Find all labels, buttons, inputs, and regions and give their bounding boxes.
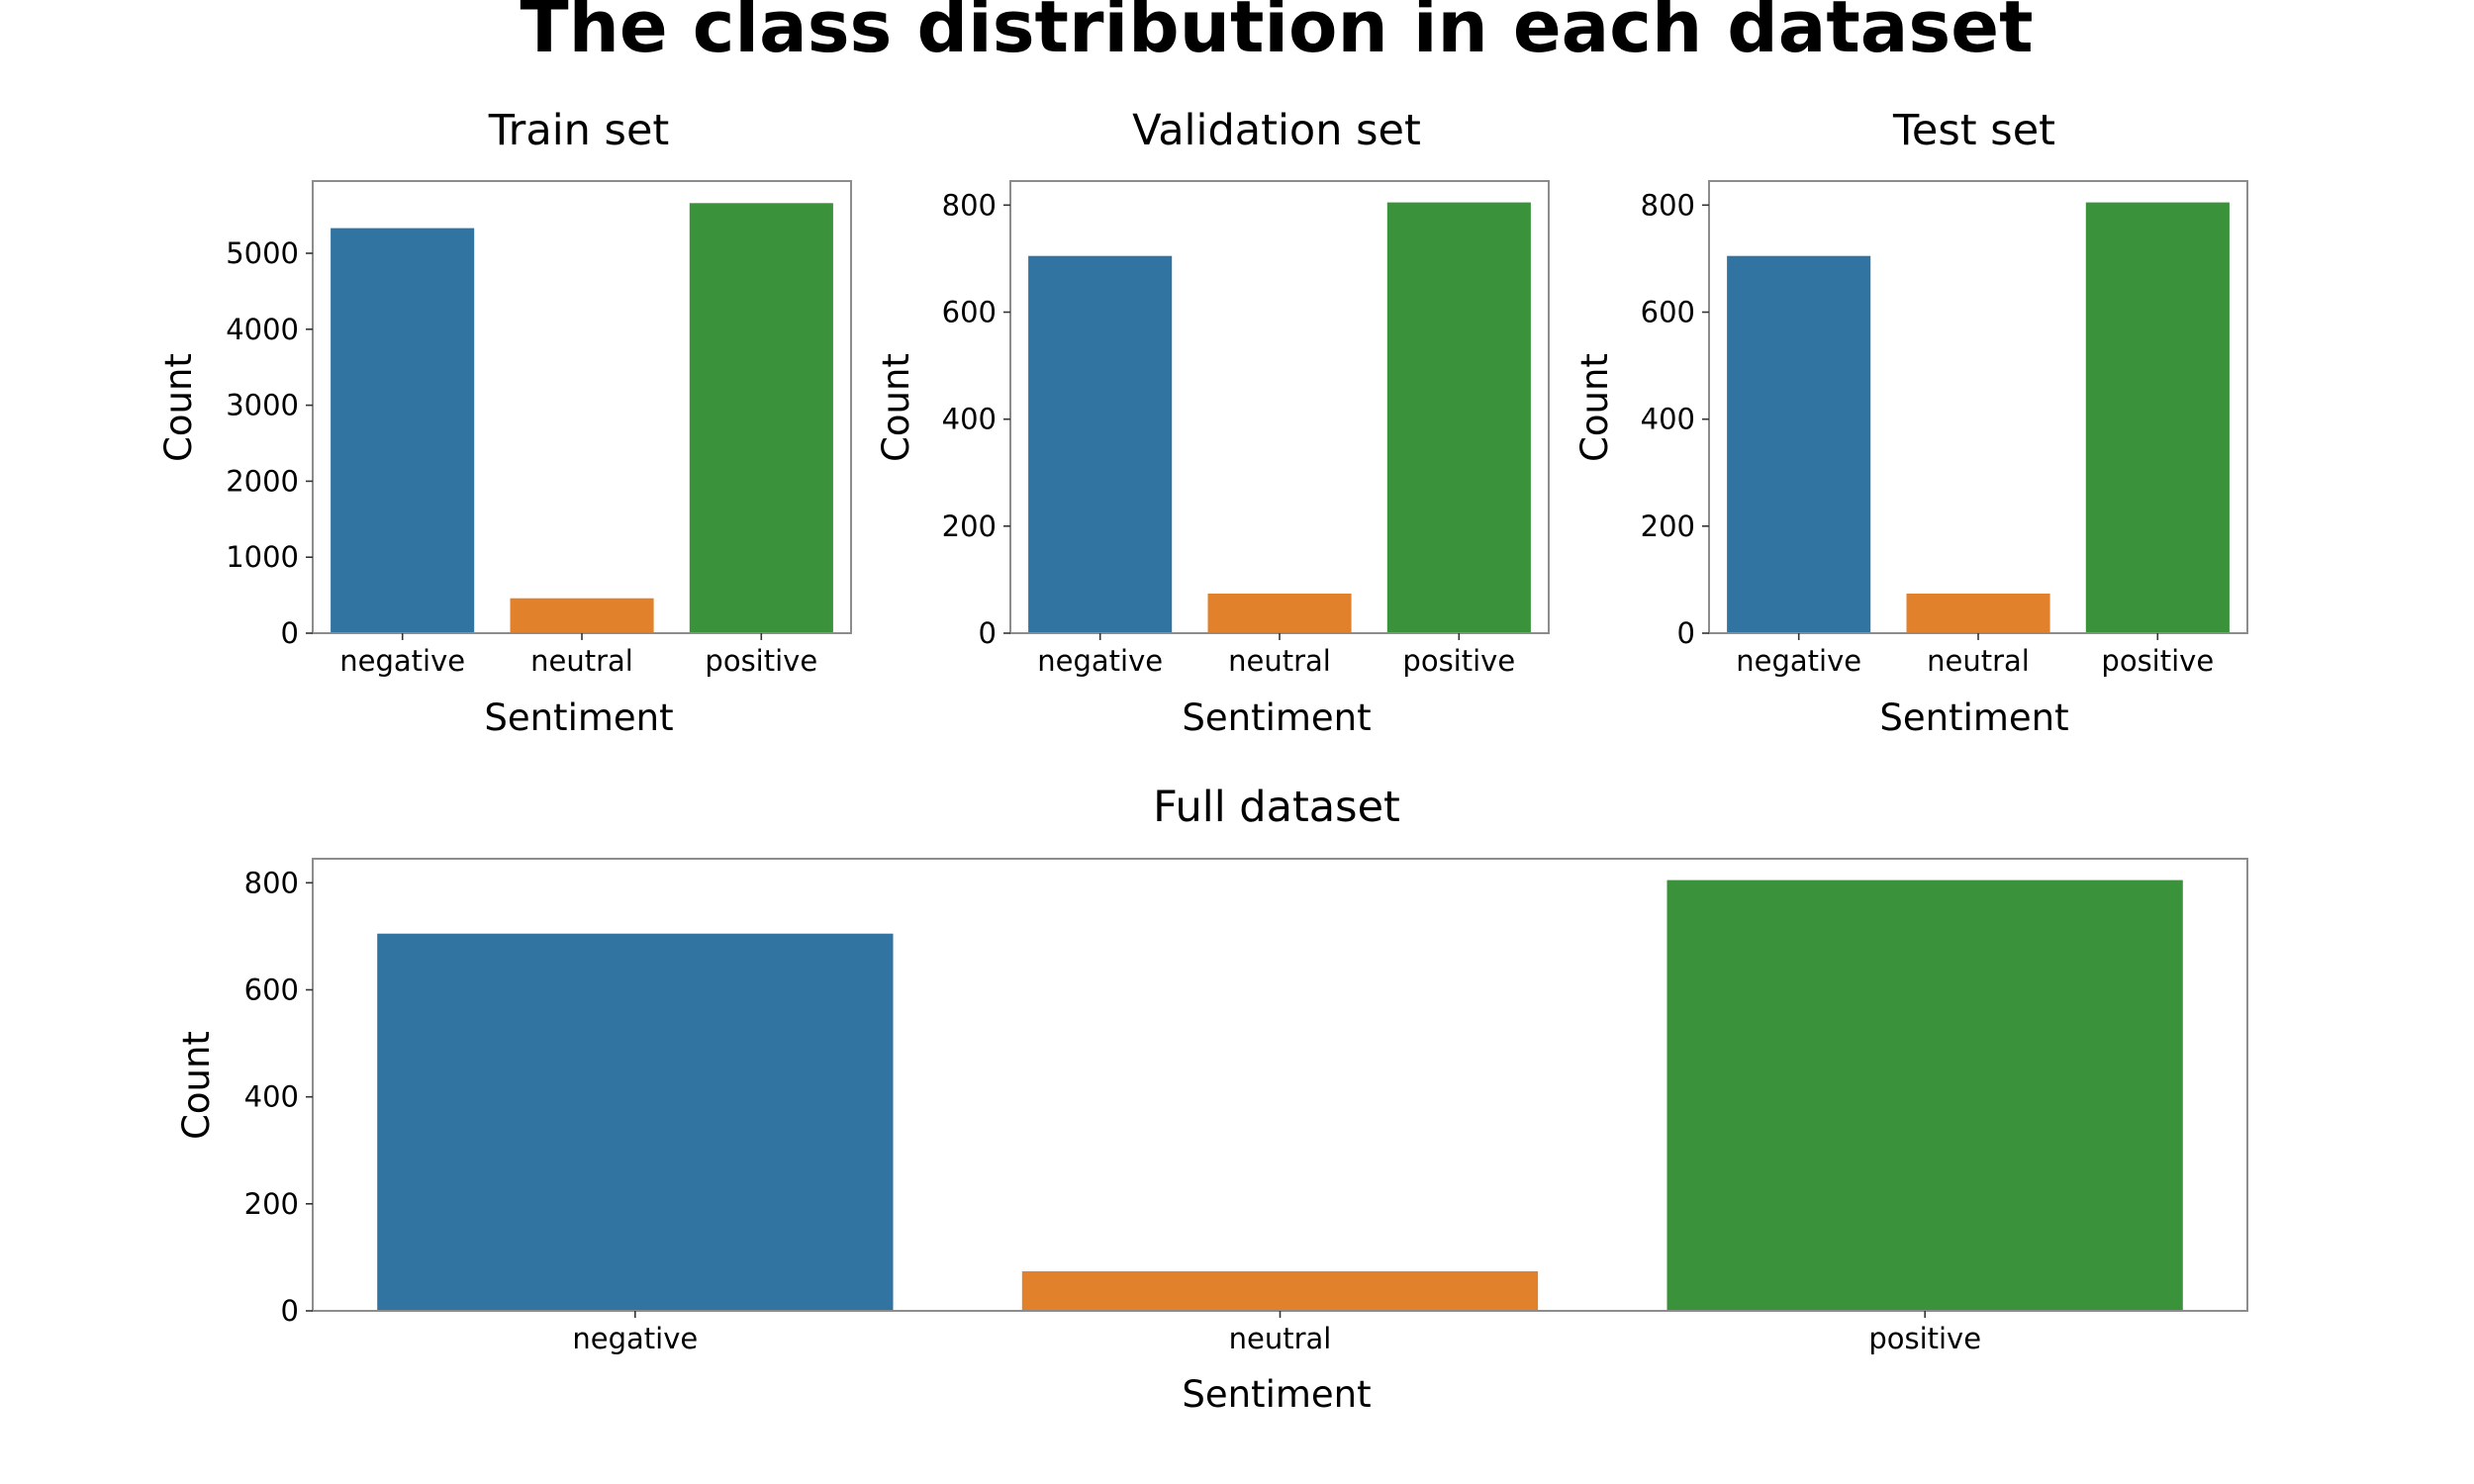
subplot-title: Test set <box>1892 106 2055 155</box>
y-axis-label: Count <box>875 353 917 462</box>
y-tick-label: 4000 <box>226 313 299 346</box>
y-tick-label: 600 <box>942 296 997 329</box>
plot-area: 0 200 400 600 800 negative neutral positive <box>942 180 1550 678</box>
y-tick-label: 2000 <box>226 464 299 498</box>
y-tick-label: 400 <box>942 403 997 436</box>
y-tick-label: 0 <box>979 616 997 650</box>
y-tick-label: 200 <box>1641 510 1695 543</box>
x-tick-label-neutral: neutral <box>1927 644 2030 678</box>
bar-negative <box>1028 255 1173 633</box>
x-tick-label-negative: negative <box>339 644 465 678</box>
y-axis-label: Count <box>1573 353 1616 462</box>
bar-neutral <box>1906 594 2050 633</box>
y-tick-label: 200 <box>942 510 997 543</box>
x-tick-label-negative: negative <box>572 1322 698 1355</box>
y-tick-label: 5000 <box>226 236 299 270</box>
x-axis-label: Sentiment <box>484 696 673 739</box>
y-axis-label: Count <box>175 1031 218 1140</box>
y-tick-label: 800 <box>942 188 997 222</box>
plot-area: 0 200 400 600 800 negative neutral positive <box>1641 180 2248 678</box>
subplot-title: Train set <box>488 106 670 155</box>
x-tick-label-positive: positive <box>1402 644 1515 678</box>
subplot-full: Full dataset Sentiment Count 0 200 400 600 8… <box>175 783 2248 1416</box>
subplot-validation: Validation set Sentiment Count 0 200 400 60… <box>875 106 1550 739</box>
y-tick-label: 3000 <box>226 389 299 422</box>
subplot-train: Train set Sentiment Count 0 1000 2000 3000 4… <box>157 106 852 739</box>
y-tick-label: 200 <box>244 1187 299 1221</box>
x-tick-label-neutral: neutral <box>1229 1322 1332 1355</box>
bar-positive <box>689 203 833 634</box>
bar-positive <box>1386 202 1531 633</box>
y-tick-label: 0 <box>1677 616 1695 650</box>
y-tick-label: 800 <box>1641 188 1695 222</box>
x-tick-label-neutral: neutral <box>530 644 633 678</box>
bar-negative <box>377 933 894 1311</box>
y-tick-label: 400 <box>244 1080 299 1114</box>
bar-neutral <box>1021 1271 1539 1311</box>
x-tick-label-neutral: neutral <box>1228 644 1331 678</box>
figure-title: The class distribution in each dataset <box>520 0 2033 68</box>
y-tick-label: 0 <box>281 616 299 650</box>
bar-negative <box>1727 255 1871 633</box>
y-tick-label: 1000 <box>226 540 299 574</box>
bar-positive <box>1666 880 2183 1311</box>
y-tick-label: 600 <box>1641 296 1695 329</box>
x-tick-label-positive: positive <box>705 644 817 678</box>
plot-area: 0 1000 2000 3000 4000 5000 negative neutral posi… <box>226 180 852 678</box>
bar-negative <box>331 228 475 633</box>
x-axis-label: Sentiment <box>1182 696 1371 739</box>
y-tick-label: 0 <box>281 1294 299 1328</box>
x-axis-label: Sentiment <box>1182 1373 1371 1416</box>
y-tick-label: 400 <box>1641 403 1695 436</box>
y-tick-label: 800 <box>244 866 299 899</box>
x-tick-label-positive: positive <box>1868 1322 1981 1355</box>
bar-neutral <box>510 598 654 633</box>
x-axis-label: Sentiment <box>1879 696 2068 739</box>
x-tick-label-negative: negative <box>1037 644 1163 678</box>
plot-area: 0 200 400 600 800 negative neutral positive <box>244 858 2248 1355</box>
bar-positive <box>2085 202 2230 633</box>
x-tick-label-positive: positive <box>2101 644 2214 678</box>
bar-neutral <box>1207 594 1352 633</box>
y-tick-label: 600 <box>244 974 299 1007</box>
subplot-test: Test set Sentiment Count 0 200 400 600 800 ne… <box>1573 106 2248 739</box>
subplot-title: Validation set <box>1132 106 1421 155</box>
x-tick-label-negative: negative <box>1736 644 1861 678</box>
subplot-title: Full dataset <box>1153 783 1400 832</box>
y-axis-label: Count <box>157 353 200 462</box>
